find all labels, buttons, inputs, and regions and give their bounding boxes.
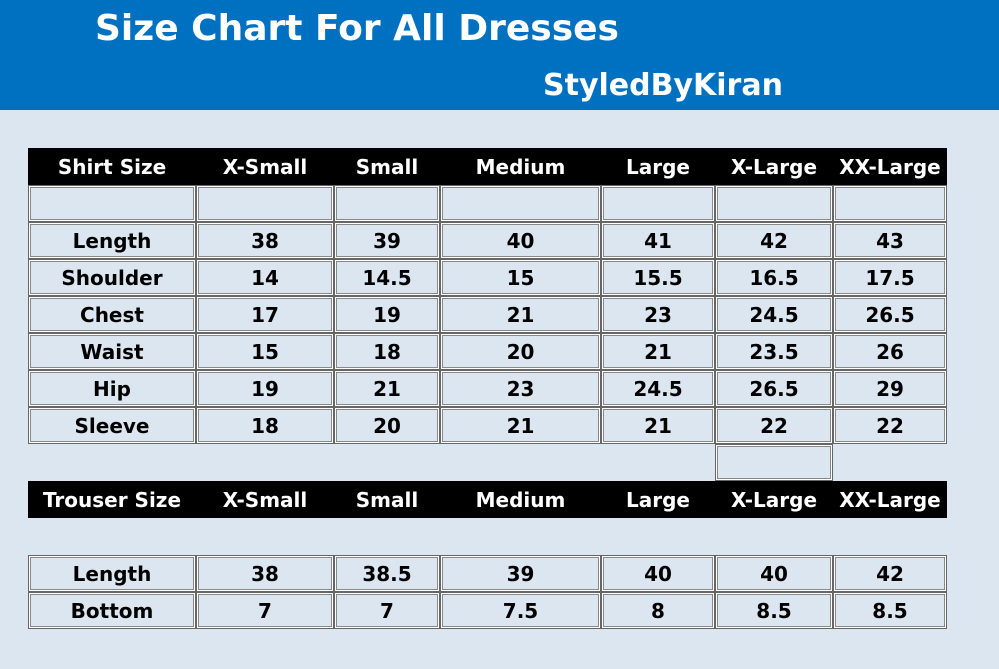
row-label: Waist [28,333,196,370]
table-cell: 20 [334,407,440,444]
table-cell: 38 [196,555,334,592]
table-cell: 21 [440,407,601,444]
table-cell: 23.5 [715,333,833,370]
column-header: X-Large [715,481,833,518]
row-label: Bottom [28,592,196,629]
row-label: Chest [28,296,196,333]
table-cell: 40 [440,222,601,259]
table-cell: 21 [440,296,601,333]
row-label: Length [28,222,196,259]
column-header: Medium [440,481,601,518]
table-cell: 19 [334,296,440,333]
column-header: Large [601,481,715,518]
row-label: Shoulder [28,259,196,296]
column-header: XX-Large [833,148,947,185]
column-header: X-Small [196,481,334,518]
table-cell: 40 [601,555,715,592]
empty-cell [715,444,833,481]
table-cell: 17.5 [833,259,947,296]
table-cell: 8 [601,592,715,629]
table-cell: 7 [196,592,334,629]
table-cell: 23 [440,370,601,407]
column-header: Trouser Size [28,481,196,518]
row-label: Hip [28,370,196,407]
table-cell: 42 [715,222,833,259]
empty-cell [440,185,601,222]
table-cell: 39 [440,555,601,592]
table-cell: 15.5 [601,259,715,296]
empty-cell [601,185,715,222]
table-cell: 21 [601,333,715,370]
column-header: Small [334,481,440,518]
table-cell: 7 [334,592,440,629]
table-cell: 21 [334,370,440,407]
row-label: Sleeve [28,407,196,444]
table-cell: 19 [196,370,334,407]
table-cell: 26 [833,333,947,370]
column-header: Shirt Size [28,148,196,185]
table-cell: 15 [196,333,334,370]
empty-cell [334,185,440,222]
table-cell: 18 [196,407,334,444]
table-cell: 29 [833,370,947,407]
table-cell: 17 [196,296,334,333]
empty-cell [196,185,334,222]
table-cell: 24.5 [601,370,715,407]
table-cell: 40 [715,555,833,592]
column-header: Large [601,148,715,185]
header-band: Size Chart For All Dresses StyledByKiran [0,0,999,110]
table-cell: 38 [196,222,334,259]
table-cell: 15 [440,259,601,296]
column-header: X-Small [196,148,334,185]
table-cell: 42 [833,555,947,592]
table-cell: 26.5 [715,370,833,407]
table-cell: 26.5 [833,296,947,333]
table-cell: 22 [715,407,833,444]
row-label: Length [28,555,196,592]
column-header: Small [334,148,440,185]
column-header: X-Large [715,148,833,185]
title: Size Chart For All Dresses [95,8,619,49]
table-cell: 7.5 [440,592,601,629]
empty-cell [715,185,833,222]
table-cell: 43 [833,222,947,259]
table-cell: 21 [601,407,715,444]
table-cell: 24.5 [715,296,833,333]
table-cell: 16.5 [715,259,833,296]
table-cell: 18 [334,333,440,370]
table-cell: 20 [440,333,601,370]
table-cell: 39 [334,222,440,259]
empty-cell [833,185,947,222]
table-cell: 41 [601,222,715,259]
table-cell: 14 [196,259,334,296]
table-cell: 14.5 [334,259,440,296]
table-cell: 8.5 [833,592,947,629]
table-cell: 8.5 [715,592,833,629]
column-header: Medium [440,148,601,185]
empty-cell [28,185,196,222]
brand: StyledByKiran [543,68,783,103]
table-cell: 22 [833,407,947,444]
table-cell: 23 [601,296,715,333]
table-cell: 38.5 [334,555,440,592]
column-header: XX-Large [833,481,947,518]
